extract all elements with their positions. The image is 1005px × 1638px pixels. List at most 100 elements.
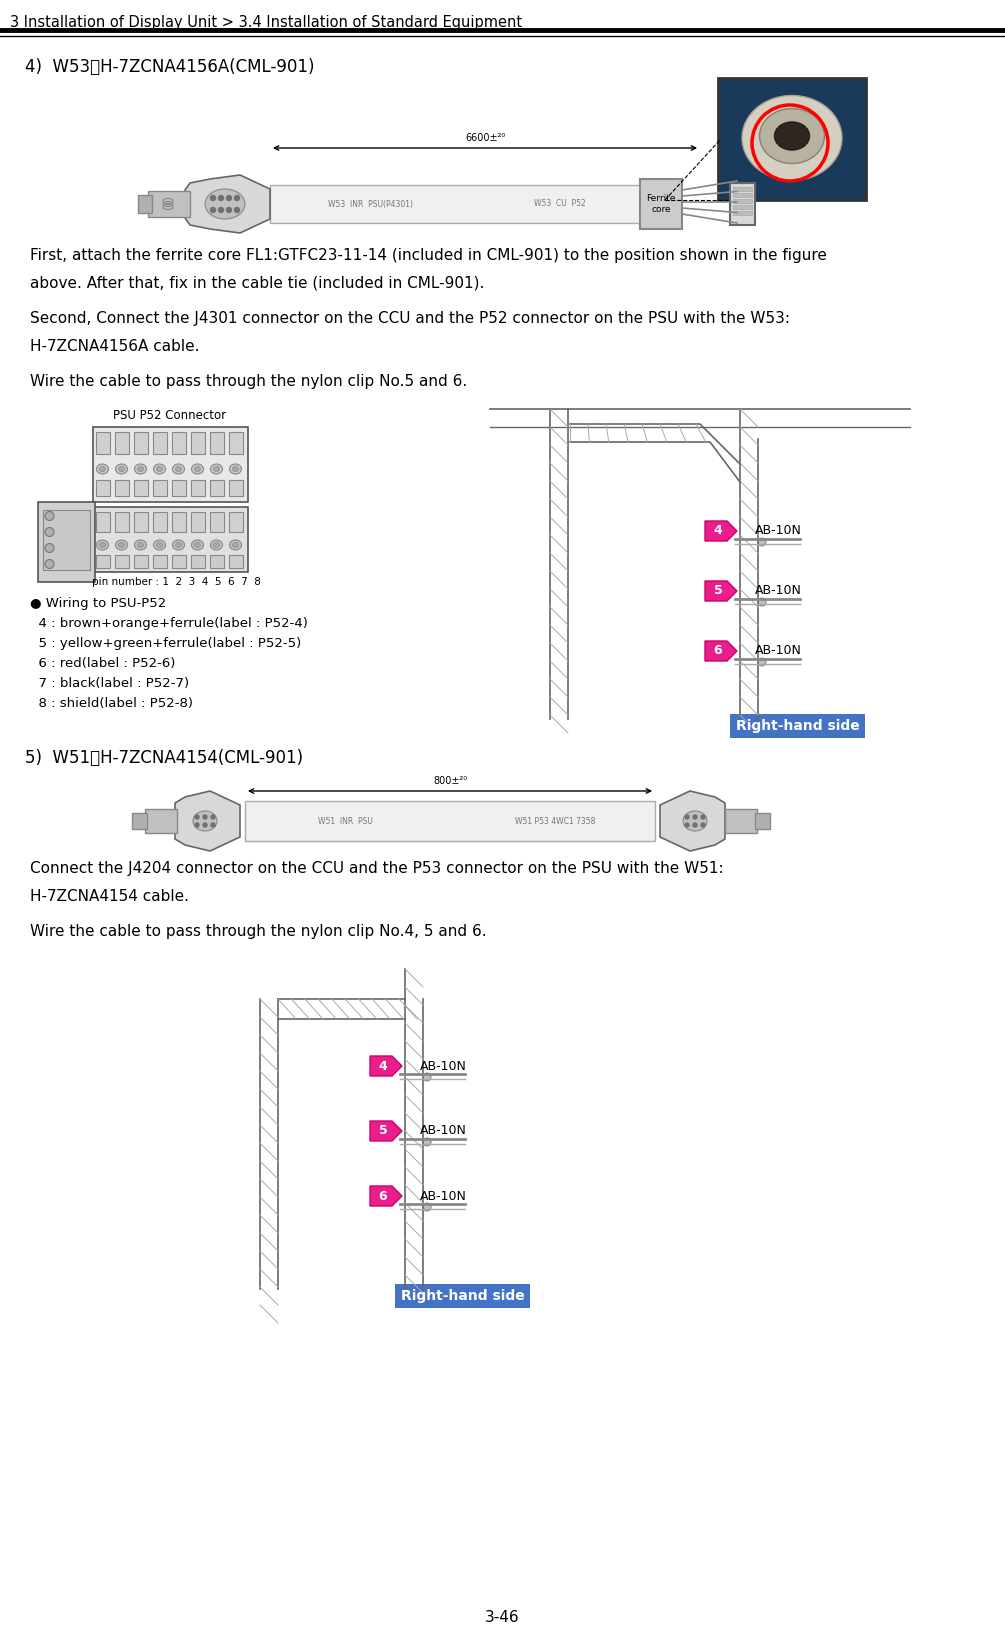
Text: 6600±²⁰: 6600±²⁰: [465, 133, 506, 143]
Ellipse shape: [176, 542, 182, 547]
Polygon shape: [705, 581, 737, 601]
Text: 800±²⁰: 800±²⁰: [433, 776, 467, 786]
Circle shape: [423, 1138, 431, 1147]
Bar: [730, 183, 755, 224]
Bar: [115, 432, 129, 454]
Circle shape: [203, 816, 207, 819]
Circle shape: [195, 822, 199, 827]
Text: 6: 6: [714, 644, 723, 657]
Text: 3 Installation of Display Unit > 3.4 Installation of Standard Equipment: 3 Installation of Display Unit > 3.4 Ins…: [10, 15, 523, 29]
Bar: [115, 480, 129, 496]
Circle shape: [226, 208, 231, 213]
Bar: [37, 501, 94, 581]
Text: AB-10N: AB-10N: [420, 1125, 467, 1137]
Text: Right-hand side: Right-hand side: [736, 719, 859, 732]
Text: Wire the cable to pass through the nylon clip No.5 and 6.: Wire the cable to pass through the nylon…: [30, 373, 467, 388]
Bar: [95, 480, 110, 496]
Text: H-7ZCNA4154 cable.: H-7ZCNA4154 cable.: [30, 889, 189, 904]
Text: W53  CU  P52: W53 CU P52: [534, 200, 586, 208]
Ellipse shape: [138, 467, 144, 472]
Text: above. After that, fix in the cable tie (included in CML-901).: above. After that, fix in the cable tie …: [30, 275, 484, 292]
Bar: [733, 193, 752, 197]
Ellipse shape: [205, 188, 245, 219]
Bar: [172, 513, 186, 532]
Ellipse shape: [232, 542, 238, 547]
Bar: [191, 480, 204, 496]
Ellipse shape: [96, 541, 109, 550]
Text: 3-46: 3-46: [484, 1610, 520, 1625]
Bar: [733, 205, 752, 210]
Text: ● Wiring to PSU-P52: ● Wiring to PSU-P52: [30, 596, 166, 609]
Circle shape: [45, 527, 54, 537]
Polygon shape: [660, 791, 725, 852]
Ellipse shape: [176, 467, 182, 472]
Text: W51  INR  PSU: W51 INR PSU: [318, 816, 373, 826]
Bar: [725, 809, 757, 834]
Ellipse shape: [683, 811, 707, 830]
Bar: [209, 513, 223, 532]
Bar: [191, 555, 204, 568]
Ellipse shape: [138, 542, 144, 547]
Ellipse shape: [119, 542, 125, 547]
Bar: [191, 432, 204, 454]
Circle shape: [693, 822, 697, 827]
Circle shape: [218, 208, 223, 213]
Bar: [92, 508, 247, 572]
Circle shape: [701, 816, 705, 819]
Ellipse shape: [135, 541, 147, 550]
Circle shape: [234, 195, 239, 200]
Circle shape: [218, 195, 223, 200]
Text: First, attach the ferrite core FL1:GTFC23-11-14 (included in CML-901) to the pos: First, attach the ferrite core FL1:GTFC2…: [30, 247, 827, 264]
Bar: [191, 513, 204, 532]
Text: AB-10N: AB-10N: [420, 1060, 467, 1073]
Ellipse shape: [96, 464, 109, 473]
Text: pin number : 1  2  3  4  5  6  7  8: pin number : 1 2 3 4 5 6 7 8: [92, 577, 261, 586]
Circle shape: [685, 816, 689, 819]
Text: PSU P52 Connector: PSU P52 Connector: [114, 410, 226, 423]
Text: 6: 6: [379, 1189, 387, 1202]
Circle shape: [211, 816, 215, 819]
Text: Wire the cable to pass through the nylon clip No.4, 5 and 6.: Wire the cable to pass through the nylon…: [30, 924, 486, 939]
Bar: [733, 198, 752, 203]
Circle shape: [210, 195, 215, 200]
Bar: [172, 480, 186, 496]
Ellipse shape: [173, 541, 185, 550]
Circle shape: [701, 822, 705, 827]
Circle shape: [758, 658, 766, 667]
Bar: [228, 555, 242, 568]
Polygon shape: [175, 791, 240, 852]
Text: 4)  W53：H-7ZCNA4156A(CML-901): 4) W53：H-7ZCNA4156A(CML-901): [25, 57, 315, 75]
Bar: [148, 192, 190, 216]
Text: W53  INR  PSU(P4301): W53 INR PSU(P4301): [328, 200, 412, 208]
Text: Second, Connect the J4301 connector on the CCU and the P52 connector on the PSU : Second, Connect the J4301 connector on t…: [30, 311, 790, 326]
Ellipse shape: [99, 542, 106, 547]
Ellipse shape: [116, 541, 128, 550]
Circle shape: [211, 822, 215, 827]
Circle shape: [195, 816, 199, 819]
Ellipse shape: [157, 467, 163, 472]
Ellipse shape: [195, 467, 201, 472]
Bar: [145, 809, 177, 834]
Circle shape: [234, 208, 239, 213]
Polygon shape: [370, 1057, 402, 1076]
Text: 5: 5: [379, 1125, 387, 1137]
Text: 5 : yellow+green+ferrule(label : P52-5): 5 : yellow+green+ferrule(label : P52-5): [30, 637, 302, 650]
Bar: [134, 555, 148, 568]
Polygon shape: [705, 521, 737, 541]
Circle shape: [210, 208, 215, 213]
Bar: [733, 211, 752, 215]
Text: 5: 5: [714, 585, 723, 598]
Text: Connect the J4204 connector on the CCU and the P53 connector on the PSU with the: Connect the J4204 connector on the CCU a…: [30, 862, 724, 876]
Bar: [132, 812, 147, 829]
Ellipse shape: [193, 811, 217, 830]
Ellipse shape: [173, 464, 185, 473]
Circle shape: [45, 544, 54, 552]
Circle shape: [226, 195, 231, 200]
Text: Ferrite
core: Ferrite core: [646, 195, 675, 213]
Text: 7 : black(label : P52-7): 7 : black(label : P52-7): [30, 676, 189, 690]
Ellipse shape: [195, 542, 201, 547]
Bar: [228, 513, 242, 532]
Ellipse shape: [742, 95, 842, 180]
Bar: [92, 428, 247, 501]
Ellipse shape: [154, 541, 166, 550]
